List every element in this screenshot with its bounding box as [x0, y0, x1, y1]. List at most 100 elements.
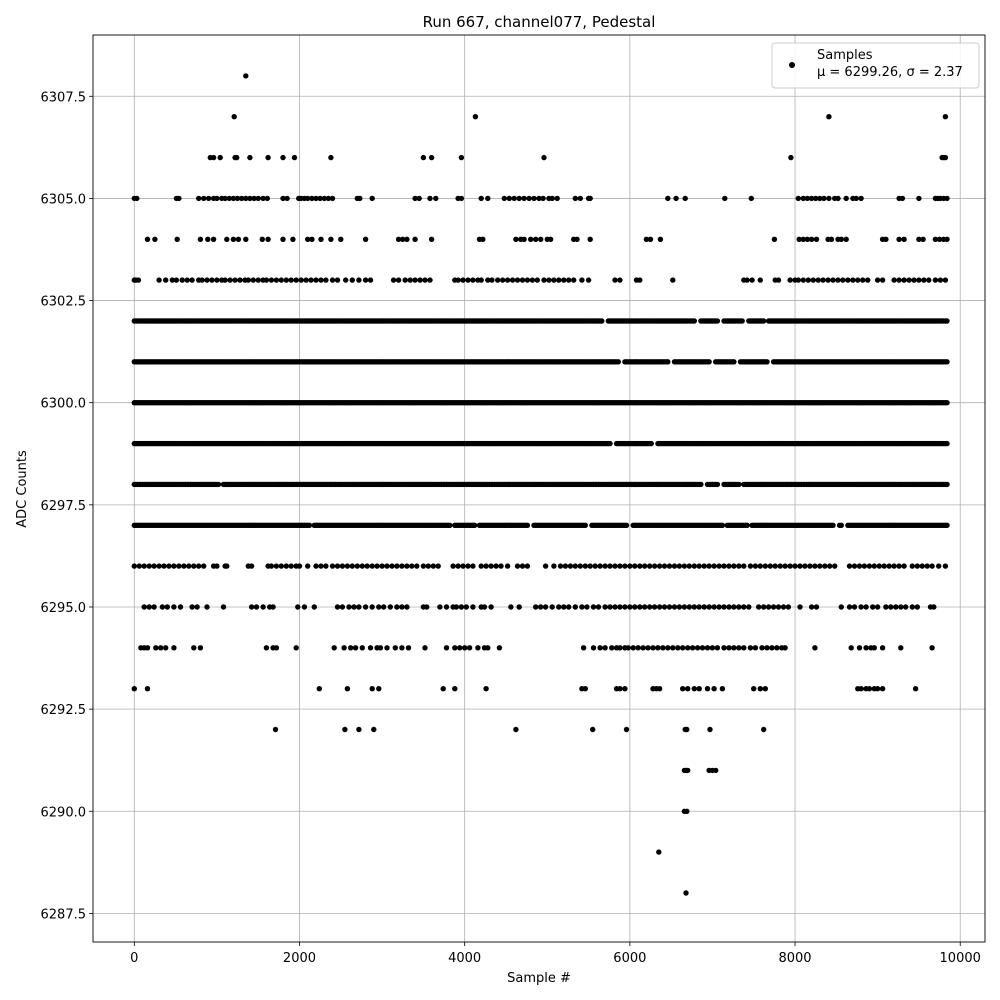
data-point — [657, 236, 664, 242]
data-point — [838, 604, 844, 610]
data-point — [929, 563, 935, 569]
data-point — [342, 726, 348, 733]
data-point — [158, 645, 164, 651]
data-point — [339, 604, 346, 610]
data-point — [478, 563, 484, 569]
data-point — [452, 645, 458, 651]
data-point — [542, 563, 549, 569]
data-point — [222, 277, 228, 283]
data-point — [268, 563, 275, 569]
data-point — [627, 604, 633, 610]
data-point — [648, 440, 654, 447]
data-point — [696, 604, 702, 610]
data-point — [804, 236, 811, 242]
data-point — [617, 686, 623, 692]
data-point — [919, 563, 925, 569]
data-point — [196, 563, 202, 569]
data-point — [460, 563, 466, 569]
data-point — [567, 563, 574, 569]
data-point — [521, 195, 527, 202]
data-point — [354, 563, 360, 569]
data-point — [736, 645, 742, 651]
data-point — [656, 849, 662, 855]
data-point — [883, 236, 889, 242]
data-point — [549, 195, 555, 202]
data-point — [328, 154, 334, 161]
data-point — [936, 563, 942, 569]
data-point — [171, 563, 177, 569]
data-point — [572, 195, 578, 202]
data-point — [813, 604, 820, 610]
data-point — [362, 277, 369, 283]
data-point — [163, 277, 169, 283]
data-point — [684, 808, 690, 814]
data-point — [404, 236, 410, 242]
data-point — [318, 563, 324, 569]
data-point — [151, 604, 157, 610]
data-point — [788, 154, 794, 161]
data-point — [898, 645, 904, 651]
data-point — [858, 195, 864, 202]
data-point — [607, 604, 613, 610]
data-point — [582, 686, 588, 692]
data-point — [146, 604, 152, 610]
data-point — [392, 645, 398, 651]
data-point — [191, 645, 197, 651]
data-point — [524, 277, 531, 283]
data-point — [921, 277, 927, 283]
data-point — [736, 604, 742, 610]
data-point — [189, 277, 195, 283]
data-point — [278, 277, 284, 283]
data-point — [234, 154, 240, 161]
data-point — [587, 195, 593, 202]
data-point — [197, 236, 204, 242]
data-point — [390, 277, 397, 283]
data-point — [851, 604, 858, 610]
data-point — [655, 645, 661, 651]
data-point — [171, 604, 177, 610]
data-point — [696, 686, 702, 692]
data-point — [516, 195, 522, 202]
data-point — [642, 604, 648, 610]
data-point — [273, 645, 280, 651]
data-point — [513, 236, 519, 242]
data-point — [787, 563, 793, 569]
data-point — [524, 522, 531, 528]
data-point — [194, 604, 200, 610]
data-point — [524, 563, 531, 569]
data-point — [562, 563, 569, 569]
data-point — [343, 277, 349, 283]
data-point — [428, 154, 435, 161]
data-point — [134, 195, 140, 202]
data-point — [566, 604, 572, 610]
data-point — [513, 726, 519, 733]
data-point — [470, 277, 476, 283]
data-point — [800, 195, 806, 202]
data-point — [533, 604, 539, 610]
data-point — [538, 236, 544, 242]
data-point — [840, 277, 846, 283]
data-point — [577, 195, 583, 202]
data-point — [944, 481, 950, 488]
data-point — [247, 195, 253, 202]
data-point — [670, 645, 676, 651]
x-tick-label: 8000 — [778, 951, 811, 966]
data-point — [617, 563, 623, 569]
data-point — [346, 604, 352, 610]
data-point — [284, 195, 290, 202]
data-point — [739, 318, 745, 324]
data-point — [808, 195, 815, 202]
x-tick-label: 0 — [130, 951, 138, 966]
data-point — [821, 195, 827, 202]
plot-frame — [92, 34, 986, 943]
data-point — [749, 277, 755, 283]
data-point — [514, 563, 521, 569]
data-point — [680, 686, 686, 692]
data-point — [931, 604, 937, 610]
data-point — [665, 645, 671, 651]
data-point — [590, 645, 597, 651]
data-point — [309, 236, 315, 242]
data-point — [359, 645, 365, 651]
